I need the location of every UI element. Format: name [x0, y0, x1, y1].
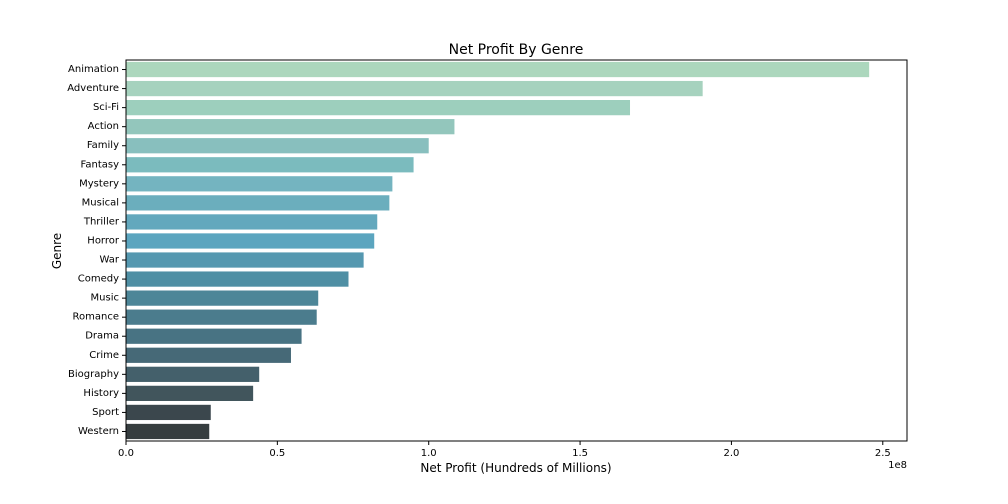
x-tick-label: 2.0 [723, 448, 739, 459]
y-tick-label: Horror [87, 235, 120, 246]
bar-sci-fi [126, 100, 631, 116]
bar-war [126, 252, 364, 268]
x-offset-label: 1e8 [888, 460, 907, 471]
y-tick-label: Music [91, 293, 119, 304]
x-tick-label: 1.0 [421, 448, 437, 459]
y-tick-label: History [83, 388, 119, 399]
x-axis-label: Net Profit (Hundreds of Millions) [420, 461, 611, 475]
bar-mystery [126, 176, 393, 192]
x-tick-label: 1.5 [572, 448, 588, 459]
y-tick-label: Sci-Fi [93, 102, 119, 113]
y-axis-label: Genre [50, 233, 64, 269]
bar-adventure [126, 80, 703, 97]
y-tick-label: Musical [82, 197, 119, 208]
y-tick-label: Romance [73, 312, 119, 323]
bar-musical [126, 195, 390, 211]
bars-group [126, 61, 870, 440]
y-tick-label: Crime [89, 350, 119, 361]
y-tick-label: Family [87, 140, 119, 151]
y-tick-label: War [100, 255, 120, 266]
bar-family [126, 138, 429, 154]
y-tick-label: Action [88, 121, 119, 132]
bar-thriller [126, 214, 378, 230]
chart-title: Net Profit By Genre [449, 42, 584, 58]
y-tick-label: Fantasy [81, 159, 120, 170]
y-tick-label: Thriller [83, 216, 120, 227]
y-tick-label: Mystery [79, 178, 119, 189]
bar-western [126, 423, 210, 440]
bar-biography [126, 366, 260, 382]
plot-frame [125, 59, 908, 442]
bar-music [126, 290, 319, 306]
bar-animation [126, 61, 870, 78]
bar-drama [126, 328, 302, 344]
x-tick-label: 0.0 [118, 448, 134, 459]
bar-fantasy [126, 157, 414, 173]
y-tick-label: Sport [92, 407, 119, 418]
y-tick-label: Comedy [78, 274, 119, 285]
x-axis: 0.0 0.5 1.0 1.5 2.0 2.5 [118, 441, 891, 459]
bar-comedy [126, 271, 349, 287]
bar-action [126, 119, 455, 135]
y-tick-label: Adventure [67, 83, 119, 94]
bar-sport [126, 404, 211, 421]
y-tick-label: Western [78, 426, 119, 437]
y-tick-label: Biography [68, 369, 119, 380]
y-tick-label: Drama [85, 331, 119, 342]
bar-crime [126, 347, 291, 363]
y-tick-label: Animation [68, 64, 119, 75]
y-axis: Animation Adventure Sci-Fi Action Family Fant… [67, 64, 126, 437]
x-tick-label: 0.5 [269, 448, 285, 459]
bar-romance [126, 309, 317, 325]
x-tick-label: 2.5 [875, 448, 891, 459]
bar-horror [126, 233, 375, 249]
bar-history [126, 385, 254, 401]
